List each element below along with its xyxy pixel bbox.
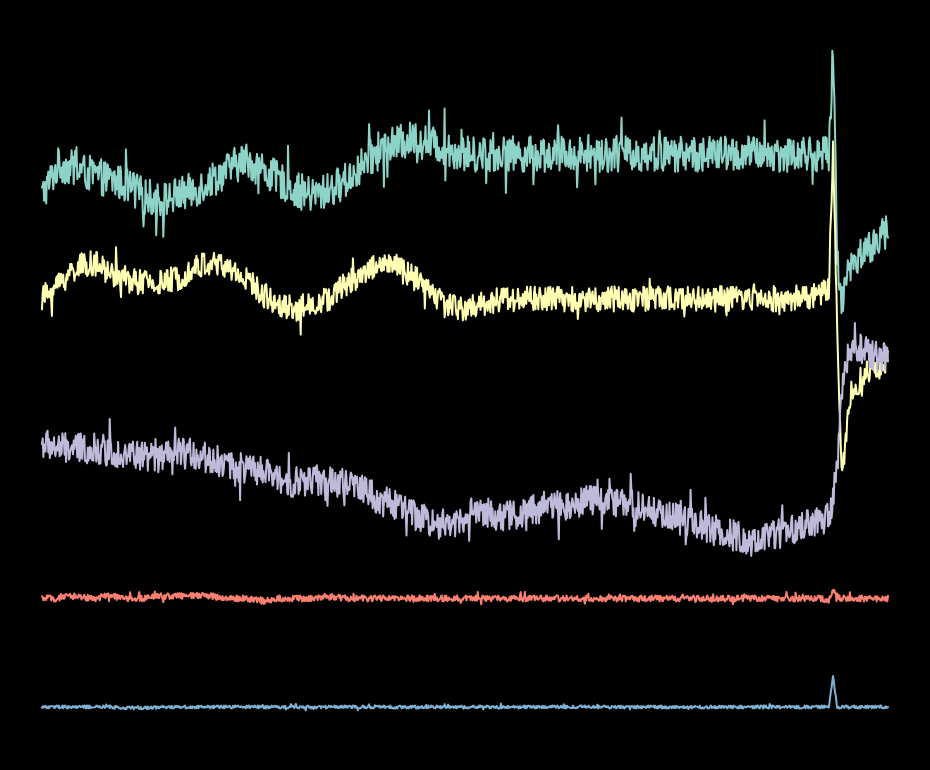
series-line-1 (41, 49, 889, 315)
series-line-3 (41, 322, 889, 557)
series-line-2 (41, 140, 889, 472)
series-line-5 (41, 675, 889, 712)
series-line-4 (41, 588, 889, 606)
